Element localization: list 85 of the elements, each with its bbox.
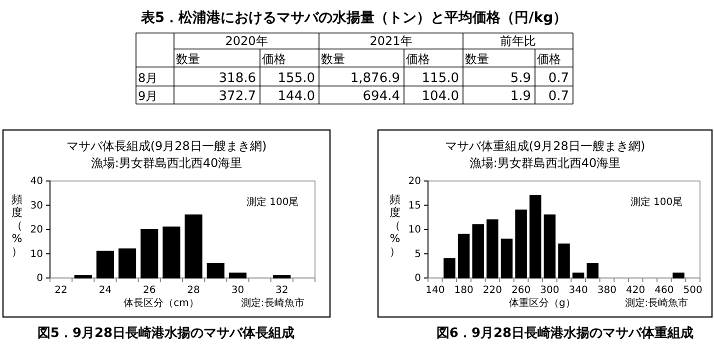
- data-label: 104.0: [422, 89, 459, 104]
- x-tick-label: 24: [98, 285, 112, 296]
- x-tick-label: 380: [597, 285, 616, 296]
- y-tick-label: 5: [414, 248, 421, 260]
- y-axis-title: 頻度（%）: [390, 193, 400, 258]
- x-tick-label: 500: [683, 285, 702, 296]
- caption: 図5．9月28日長崎港水揚のマサバ体長組成: [37, 326, 295, 341]
- x-tick-label: 30: [231, 285, 244, 296]
- text: 測定:長崎魚市: [240, 297, 304, 309]
- data-label: 1.9: [510, 89, 531, 104]
- x-tick-label: 140: [426, 285, 445, 296]
- data-label: 115.0: [422, 71, 459, 86]
- data-label: 694.4: [362, 89, 400, 104]
- bar: [672, 272, 684, 278]
- text: 2020年: [225, 34, 268, 48]
- x-tick-label: 22: [54, 285, 68, 296]
- bar: [273, 275, 291, 278]
- text: 数量: [321, 52, 345, 66]
- bar: [74, 275, 92, 278]
- chart-title: マサバ体重組成(9月28日一艘まき網): [444, 139, 646, 153]
- x-axis-title: 体長区分（cm）: [124, 297, 199, 309]
- x-tick-label: 300: [540, 285, 560, 296]
- bar: [530, 195, 542, 278]
- bar: [486, 219, 498, 278]
- y-tick-label: 0: [414, 273, 421, 284]
- x-tick-label: 26: [143, 285, 156, 296]
- chart-subtitle: 漁場:男女群島西北西40海里: [90, 156, 242, 170]
- text: 測定:長崎魚市: [624, 297, 688, 309]
- annotation: 測定 100尾: [246, 196, 299, 208]
- y-tick-label: 30: [30, 200, 43, 212]
- x-tick-label: 460: [654, 285, 674, 296]
- bar: [515, 210, 527, 278]
- bar: [96, 250, 114, 278]
- x-tick-label: 32: [276, 285, 288, 296]
- x-tick-label: 28: [187, 285, 200, 296]
- text: 前年比: [500, 34, 536, 48]
- y-tick-label: 0: [36, 273, 43, 284]
- bar: [184, 214, 202, 278]
- y-tick-label: 15: [408, 200, 421, 212]
- category-label: 9月: [138, 89, 158, 103]
- bar: [206, 262, 224, 278]
- bar: [586, 262, 598, 278]
- y-tick-label: 10: [30, 248, 43, 260]
- data-label: 1,876.9: [350, 71, 400, 86]
- x-tick-label: 260: [512, 285, 531, 296]
- text: 価格: [406, 52, 430, 66]
- x-tick-label: 340: [568, 285, 588, 296]
- x-tick-label: 220: [482, 285, 502, 296]
- bar: [118, 248, 136, 278]
- data-label: 5.9: [510, 71, 531, 86]
- bar: [228, 272, 246, 278]
- data-label: 155.0: [278, 71, 315, 86]
- data-label: 318.6: [218, 71, 256, 86]
- data-label: 0.7: [548, 71, 569, 86]
- y-tick-label: 20: [30, 224, 43, 236]
- bar: [500, 238, 513, 278]
- text: 数量: [176, 52, 200, 66]
- data-label: 372.7: [218, 89, 256, 104]
- text: 表5．松浦港におけるマサバの水揚量（トン）と平均価格（円/kg）: [140, 10, 568, 26]
- data-label: 144.0: [278, 89, 315, 104]
- bar: [544, 214, 556, 278]
- bar: [472, 224, 484, 278]
- text: 価格: [537, 52, 561, 66]
- category-label: 8月: [138, 71, 158, 85]
- annotation: 測定 100尾: [630, 196, 683, 208]
- x-tick-label: 180: [454, 285, 474, 296]
- text: 2021年: [370, 34, 412, 48]
- bar: [444, 258, 456, 278]
- bar: [558, 244, 570, 278]
- y-tick-label: 20: [408, 176, 421, 188]
- y-tick-label: 10: [408, 224, 421, 236]
- bar: [140, 229, 158, 278]
- bar: [458, 234, 470, 278]
- text: 数量: [465, 52, 489, 66]
- data-label: 0.7: [548, 89, 569, 104]
- x-tick-label: 420: [626, 285, 646, 296]
- text: 価格: [262, 52, 286, 66]
- chart-subtitle: 漁場:男女群島西北西40海里: [469, 156, 621, 170]
- caption: 図6．9月28日長崎港水揚のマサバ体重組成: [436, 325, 694, 341]
- x-axis-title: 体重区分（g）: [509, 297, 576, 309]
- y-axis-title: 頻度（%）: [12, 193, 22, 258]
- bar: [572, 272, 584, 278]
- chart-title: マサバ体長組成(9月28日一艘まき網): [66, 139, 267, 153]
- bar: [162, 226, 180, 278]
- y-tick-label: 40: [30, 176, 43, 188]
